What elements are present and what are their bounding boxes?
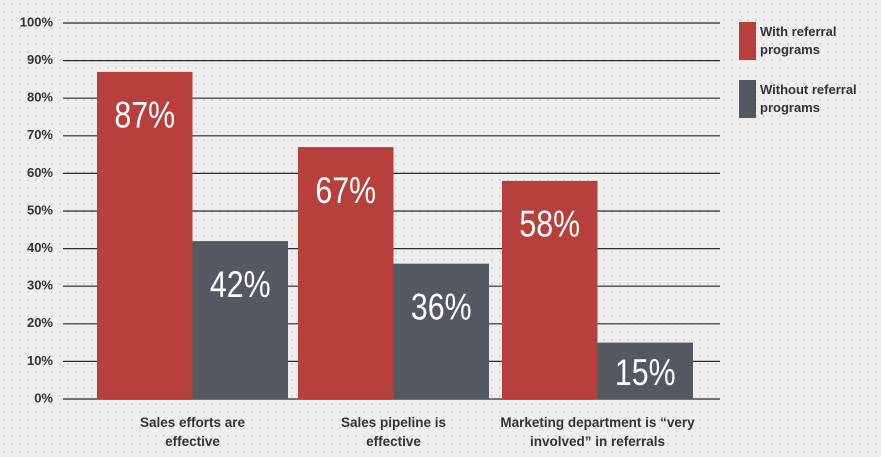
y-tick-label: 80% [27,90,53,105]
legend-label: Without referral programs [760,82,857,115]
bar [97,71,193,399]
legend-label: With referral programs [760,24,837,57]
y-tick-label: 0% [34,390,53,405]
value-label: 87% [114,95,175,137]
y-tick-label: 70% [27,127,53,142]
x-tick-label: Sales efforts are effective [139,415,246,449]
value-label: 42% [210,264,271,306]
y-tick-label: 60% [27,165,53,180]
y-tick-label: 30% [27,278,53,293]
value-label: 58% [519,204,580,246]
value-label: 67% [315,170,376,212]
value-label: 36% [411,287,472,329]
bar [502,180,598,399]
bar [298,147,394,399]
y-tick-label: 10% [27,353,53,368]
legend-swatch [739,22,756,60]
y-tick-label: 100% [20,14,54,29]
bar [192,241,288,399]
bar [393,263,489,399]
value-label: 15% [615,352,676,394]
y-tick-label: 50% [27,202,53,217]
y-tick-label: 20% [27,315,53,330]
y-tick-label: 90% [27,52,53,67]
x-tick-label: Sales pipeline is effective [340,415,447,449]
bar [597,342,693,399]
y-tick-label: 40% [27,240,53,255]
x-tick-label: Marketing department is “very involved” … [500,415,695,449]
legend-swatch [739,80,756,118]
